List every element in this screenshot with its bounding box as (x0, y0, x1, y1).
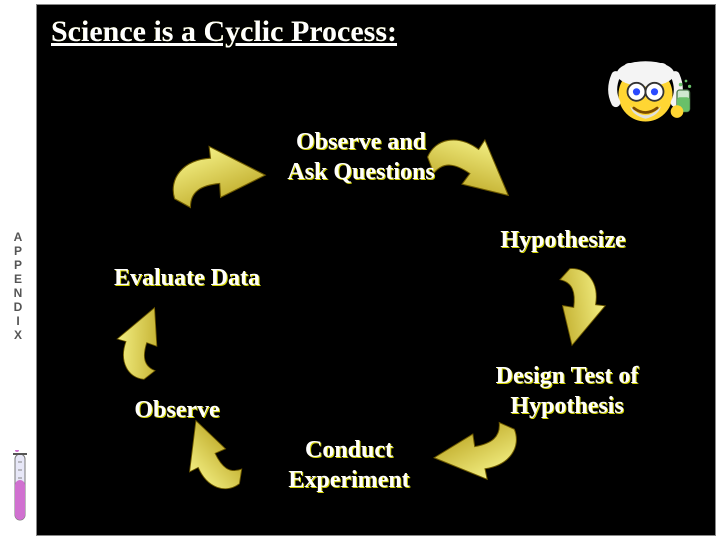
arrow-observe-to-evaluate (106, 301, 186, 384)
slide-title: Science is a Cyclic Process: (51, 15, 397, 49)
node-hypothesize: HypothesizeHypothesize (463, 225, 663, 255)
arrow-hypothesize-to-design-test (535, 264, 614, 351)
test-tube-icon (10, 450, 30, 530)
arrow-conduct-to-observe (185, 417, 243, 492)
node-observe-ask: Observe andAsk QuestionsObserve andAsk Q… (251, 127, 471, 187)
node-observe: ObserveObserve (97, 395, 257, 425)
slide-canvas: Science is a Cyclic Process: Science is … (36, 4, 716, 536)
scientist-icon (605, 45, 695, 135)
appendix-label: APPENDIX (6, 230, 30, 342)
left-sidebar: APPENDIX (0, 0, 36, 540)
node-design-test: Design Test ofHypothesisDesign Test ofHy… (457, 361, 677, 421)
node-conduct: ConductExperimentConductExperiment (249, 435, 449, 495)
node-evaluate: Evaluate DataEvaluate Data (77, 263, 297, 293)
